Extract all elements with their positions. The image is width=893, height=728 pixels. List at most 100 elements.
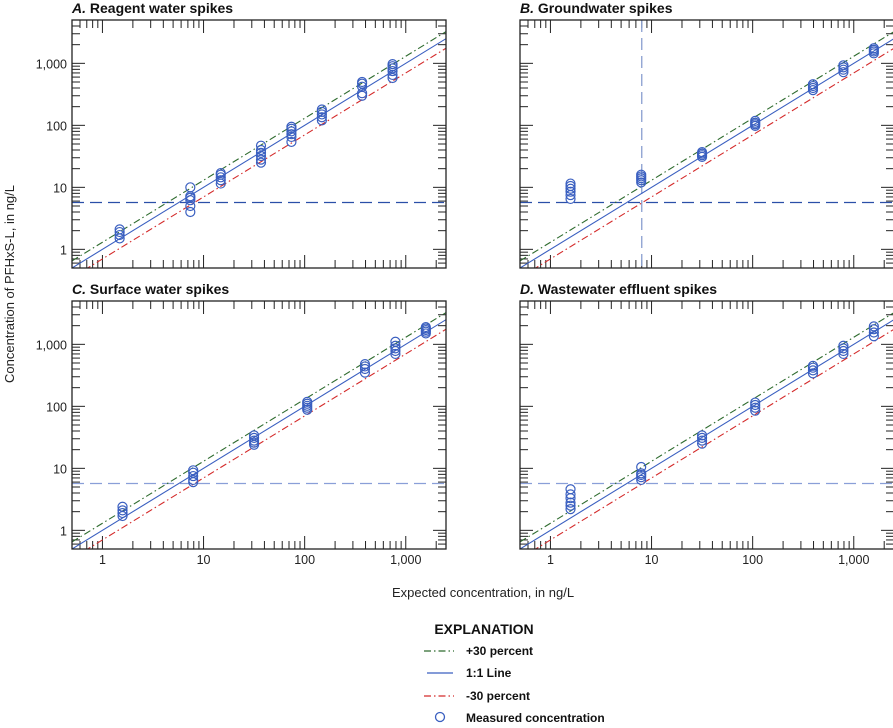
y-tick-label: 100 <box>46 119 67 133</box>
data-point <box>188 474 199 486</box>
data-point <box>696 147 708 158</box>
data-point <box>565 178 576 189</box>
panel-title: D. Wastewater effluent spikes <box>520 281 717 297</box>
data-point <box>359 363 371 375</box>
data-point <box>565 180 576 192</box>
plus30-line <box>520 31 893 262</box>
panels: A. Reagent water spikes 1 10 100 1,000 B. Gro… <box>36 0 893 567</box>
data-point <box>117 501 128 512</box>
y-axis-label: Concentration of PFHxS-L, in ng/L <box>2 185 17 383</box>
panel-letter: B. <box>520 0 538 16</box>
data-point <box>117 505 128 516</box>
data-point <box>387 72 398 84</box>
data-point <box>117 507 128 519</box>
data-point <box>838 340 849 351</box>
panel-title-text: Surface water spikes <box>90 281 230 297</box>
panel-c: C. Surface water spikes 1 10 100 1,000 1 10 100… <box>36 281 447 567</box>
plot-area <box>72 31 446 268</box>
data-point <box>188 467 199 478</box>
x-axis-label: Expected concentration, in ng/L <box>392 585 574 600</box>
x-tick-label: 1,000 <box>390 553 421 567</box>
data-point <box>185 195 196 206</box>
plus30-line <box>72 312 446 543</box>
data-point <box>868 324 879 335</box>
panel-b: B. Groundwater spikes <box>519 0 893 269</box>
x-tick-label: 1 <box>547 553 554 567</box>
x-tick-label: 100 <box>294 553 315 567</box>
data-point <box>286 121 297 132</box>
axis-ticks <box>71 300 446 550</box>
data-point <box>390 343 401 354</box>
data-point <box>420 321 431 333</box>
data-point <box>868 327 879 338</box>
data-point <box>255 150 267 162</box>
panel-letter: D. <box>520 281 538 297</box>
data-point <box>636 169 647 180</box>
x-tick-label: 1,000 <box>838 553 869 567</box>
minus30-line <box>86 47 446 268</box>
data-point <box>286 136 297 148</box>
axis-ticks <box>71 19 446 269</box>
data-point <box>387 65 398 77</box>
data-point <box>838 67 849 78</box>
plot-frame <box>71 300 447 550</box>
data-point <box>390 336 401 347</box>
one-to-one-line <box>72 38 446 268</box>
legend-marker-icon <box>434 711 446 723</box>
y-tick-label: 1,000 <box>36 338 67 352</box>
data-point <box>114 229 125 241</box>
data-point <box>185 200 196 212</box>
minus30-line <box>534 48 893 268</box>
y-tick-label: 100 <box>46 400 67 414</box>
panel-a: A. Reagent water spikes 1 10 100 1,000 <box>36 0 447 269</box>
plot-area <box>520 20 893 268</box>
data-point <box>807 368 819 379</box>
panel-title: A. Reagent water spikes <box>71 0 233 16</box>
data-point <box>286 126 297 137</box>
data-point <box>838 60 849 71</box>
data-point <box>807 365 819 376</box>
data-point <box>838 343 849 354</box>
data-point <box>390 340 401 351</box>
data-point <box>838 348 849 360</box>
data-point <box>357 81 368 92</box>
legend-title: EXPLANATION <box>434 621 533 637</box>
data-point <box>696 435 708 446</box>
data-point <box>750 405 761 416</box>
plus30-line <box>520 312 893 543</box>
axis-ticks <box>519 300 893 550</box>
x-tick-label: 1 <box>99 553 106 567</box>
plot-frame <box>71 19 447 269</box>
data-point <box>215 172 226 183</box>
data-point <box>750 397 761 408</box>
data-point <box>696 432 708 443</box>
plot-area <box>72 312 446 549</box>
data-point <box>302 396 313 407</box>
data-point <box>188 470 199 482</box>
data-point <box>316 104 327 115</box>
data-point <box>359 358 371 370</box>
data-point <box>807 79 819 90</box>
data-point <box>696 430 708 441</box>
data-point <box>838 345 849 357</box>
data-point <box>868 331 879 342</box>
panel-letter: C. <box>72 281 90 297</box>
plot-frame <box>519 300 893 550</box>
data-point <box>316 112 327 123</box>
data-point <box>565 193 576 205</box>
data-point <box>868 321 879 332</box>
data-point <box>248 432 260 443</box>
x-tick-label: 10 <box>197 553 211 567</box>
panel-title: C. Surface water spikes <box>72 281 229 297</box>
data-point <box>185 182 196 193</box>
x-tick-label: 100 <box>742 553 763 567</box>
data-point <box>188 465 199 476</box>
data-point <box>114 224 125 235</box>
data-point <box>286 129 297 140</box>
data-point <box>696 438 708 449</box>
panel-d: D. Wastewater effluent spikes 1 10 100 1,000 <box>519 281 893 567</box>
data-point <box>565 500 576 511</box>
y-tick-label: 1,000 <box>36 57 67 71</box>
data-point <box>387 59 398 70</box>
